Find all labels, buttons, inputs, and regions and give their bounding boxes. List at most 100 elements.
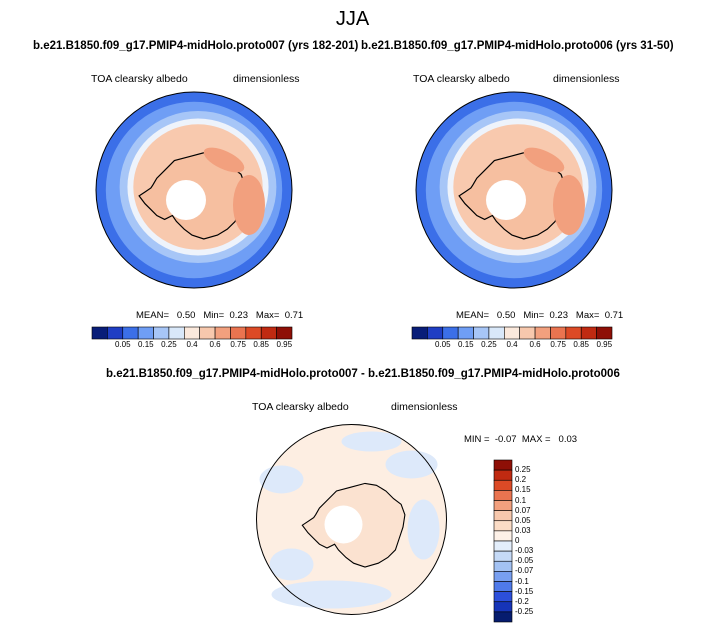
panel1-min: 0.23 bbox=[229, 310, 248, 321]
panel2-colorbar-tick-label: 0.95 bbox=[596, 340, 613, 349]
panel2-colorbar bbox=[411, 326, 613, 340]
panel3-colorbar-swatch bbox=[493, 510, 513, 522]
panel2-colorbar-swatch bbox=[488, 326, 505, 340]
panel3-max-label: MAX = bbox=[521, 434, 551, 445]
panel3-negative-patch-northeast bbox=[385, 450, 438, 479]
panel1-mean-label: MEAN= bbox=[136, 310, 169, 321]
panel3-min-label: MIN = bbox=[464, 434, 490, 445]
panel2-colorbar-tick-label: 0.25 bbox=[481, 340, 497, 349]
panel1-colorbar-swatch bbox=[184, 326, 200, 340]
panel1-colorbar-swatch bbox=[230, 326, 247, 340]
panel1-colorbar-tick-label: 0.4 bbox=[186, 340, 198, 349]
panel2-colorbar-swatch bbox=[442, 326, 459, 340]
panel1-map bbox=[95, 91, 293, 289]
panel3-map bbox=[256, 424, 447, 615]
panel3-colorbar-tick-label: -0.25 bbox=[515, 606, 534, 616]
panel3-colorbar-swatch bbox=[493, 581, 513, 592]
panel2-colorbar-swatch bbox=[550, 326, 567, 340]
panel3-colorbar-swatch bbox=[493, 591, 513, 603]
panel2-colorbar-swatch bbox=[534, 326, 551, 340]
panel1-colorbar-swatch bbox=[199, 326, 216, 340]
panel3-colorbar-tick-label: 0.1 bbox=[515, 495, 527, 505]
panel1-colorbar-swatch bbox=[214, 326, 231, 340]
panel3-colorbar-tick-label: -0.1 bbox=[515, 576, 529, 586]
panel3-colorbar-tick-label: -0.2 bbox=[515, 596, 529, 606]
panel1-mean: 0.50 bbox=[176, 310, 196, 321]
panel3-units: dimensionless bbox=[391, 401, 458, 413]
panel2-stats: MEAN= 0.50 Min= 0.23 Max= 0.71 bbox=[456, 310, 623, 321]
panel1-colorbar-swatch bbox=[276, 326, 293, 340]
panel1-colorbar bbox=[91, 326, 293, 340]
panel1-colorbar-swatch bbox=[260, 326, 277, 340]
panel3-map-border bbox=[256, 424, 447, 615]
panel3-stats: MIN = -0.07 MAX = 0.03 bbox=[464, 434, 577, 445]
panel1-colorbar-tick-label: 0.15 bbox=[138, 340, 154, 349]
panel2-colorbar-swatch bbox=[473, 326, 490, 340]
panel2-colorbar-tick-label: 0.15 bbox=[458, 340, 474, 349]
panel2-polar-hole bbox=[486, 180, 526, 220]
panel2-dronning-maud-high bbox=[523, 147, 565, 173]
panel1-min-label: Min= bbox=[203, 310, 225, 321]
panel3-colorbar-tick-label: 0.07 bbox=[515, 505, 531, 515]
panel3-colorbar bbox=[493, 459, 513, 623]
panel1-variable: TOA clearsky albedo bbox=[91, 73, 188, 85]
panel2-east-antarctic-plateau bbox=[553, 175, 585, 235]
panel2-map bbox=[415, 91, 613, 289]
panel1-colorbar-tick-label: 0.6 bbox=[209, 340, 221, 349]
panel3-colorbar-swatch bbox=[493, 560, 513, 572]
panel3-colorbar-swatch bbox=[493, 459, 513, 471]
panel1-units: dimensionless bbox=[233, 73, 300, 85]
panel3-polar-hole bbox=[324, 505, 363, 544]
panel3-negative-patch-east bbox=[407, 499, 440, 560]
panel1-colorbar-swatch bbox=[168, 326, 185, 340]
panel2-colorbar-tick-label: 0.6 bbox=[529, 340, 541, 349]
panel2-colorbar-swatch bbox=[457, 326, 474, 340]
panel3-negative-patch-south bbox=[271, 580, 392, 609]
panel3-colorbar-swatch bbox=[493, 469, 513, 481]
panel1-colorbar-swatch bbox=[153, 326, 170, 340]
panel2-max: 0.71 bbox=[604, 310, 624, 321]
panel3-colorbar-swatch bbox=[493, 479, 513, 491]
panel2-colorbar-swatch bbox=[565, 326, 582, 340]
panel2-units: dimensionless bbox=[553, 73, 620, 85]
panel3-colorbar-tick-label: -0.15 bbox=[515, 586, 534, 596]
panel3-colorbar-swatch bbox=[493, 520, 513, 532]
panel3-colorbar-swatch bbox=[493, 571, 513, 582]
panel2-min-label: Min= bbox=[523, 310, 545, 321]
panel3-colorbar-swatch bbox=[493, 550, 513, 562]
panel2-min: 0.23 bbox=[549, 310, 568, 321]
panel3-colorbar-swatch bbox=[493, 490, 513, 501]
panel3-colorbar-tick-label: 0.25 bbox=[515, 465, 531, 475]
panel3-colorbar-swatch bbox=[493, 530, 513, 542]
panel3-max: 0.03 bbox=[558, 434, 578, 445]
panel3-colorbar-tick-label: 0.03 bbox=[515, 525, 531, 535]
panel1-colorbar-tick-label: 0.95 bbox=[276, 340, 293, 349]
panel2-colorbar-swatch bbox=[427, 326, 444, 340]
panel1-polar-hole bbox=[166, 180, 206, 220]
panel1-map-border bbox=[95, 91, 293, 289]
panel2-colorbar-swatch bbox=[519, 326, 536, 340]
panel2-colorbar-ticks: 0.05 0.15 0.25 0.4 0.6 0.75 0.85 0.95 bbox=[412, 340, 612, 352]
panel2-colorbar-tick-label: 0.05 bbox=[434, 340, 451, 349]
panel3-colorbar-tick-label: 0.15 bbox=[515, 485, 531, 495]
panel1-max: 0.71 bbox=[284, 310, 304, 321]
panel1-colorbar-tick-label: 0.75 bbox=[230, 340, 246, 349]
panel3-negative-patch-southwest bbox=[269, 548, 314, 581]
panel3-colorbar-tick-label: 0 bbox=[515, 536, 520, 545]
panel2-colorbar-tick-label: 0.85 bbox=[573, 340, 590, 349]
panel2-map-border bbox=[415, 91, 613, 289]
panel1-east-antarctic-plateau bbox=[233, 175, 265, 235]
panel1-colorbar-swatch bbox=[107, 326, 124, 340]
panel3-colorbar-tick-label: 0.2 bbox=[515, 475, 527, 485]
panel2-mean: 0.50 bbox=[496, 310, 516, 321]
panel2-max-label: Max= bbox=[575, 310, 600, 321]
panel3-colorbar-swatch bbox=[493, 540, 513, 552]
panel2-colorbar-tick-label: 0.4 bbox=[506, 340, 518, 349]
panel1-max-label: Max= bbox=[255, 310, 280, 321]
panel1-colorbar-tick-label: 0.85 bbox=[253, 340, 270, 349]
panel2-colorbar-tick-label: 0.75 bbox=[550, 340, 566, 349]
panel3-colorbar-tick-label: -0.05 bbox=[515, 556, 534, 566]
panel1-colorbar-swatch bbox=[91, 326, 108, 340]
panel3-title: b.e21.B1850.f09_g17.PMIP4-midHolo.proto0… bbox=[106, 368, 620, 380]
panel3-colorbar-swatch bbox=[493, 601, 513, 613]
